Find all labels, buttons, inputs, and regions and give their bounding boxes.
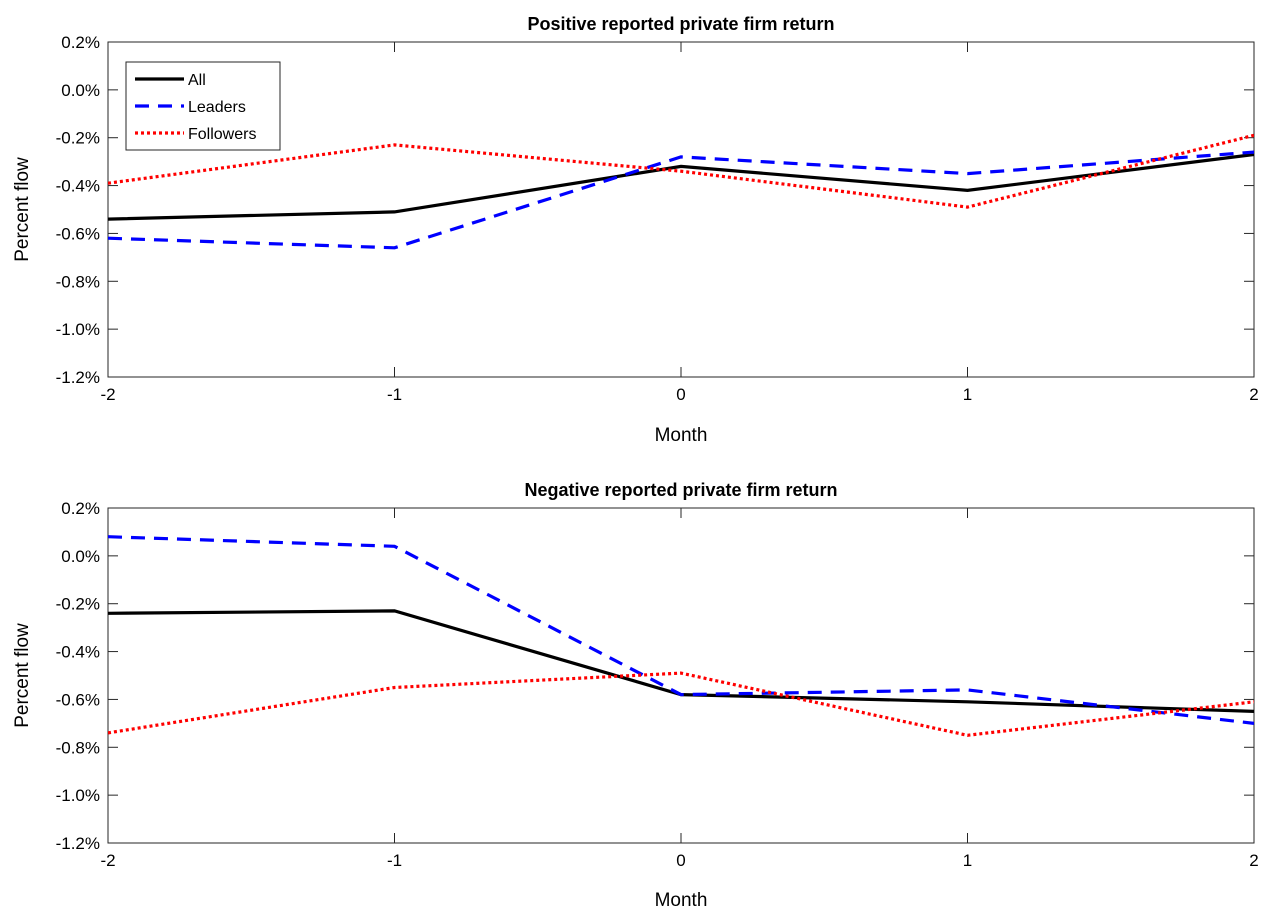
y-tick-label: -0.6% [56, 224, 100, 243]
chart-title: Positive reported private firm return [527, 14, 834, 34]
y-tick-label: 0.2% [61, 499, 100, 518]
legend [125, 61, 281, 151]
legend-label-followers: Followers [188, 126, 256, 143]
series-line-followers [108, 133, 1254, 209]
x-tick-label: 2 [1249, 851, 1258, 870]
x-tick-label: -2 [100, 385, 115, 404]
y-tick-label: 0.0% [61, 81, 100, 100]
y-tick-label: 0.2% [61, 33, 100, 52]
y-tick-label: -0.4% [56, 177, 100, 196]
x-tick-label: 1 [963, 385, 972, 404]
y-axis-label: Percent flow [12, 623, 33, 728]
y-axis-label: Percent flow [12, 157, 33, 262]
x-tick-label: 0 [676, 385, 685, 404]
y-tick-label: -0.8% [56, 272, 100, 291]
x-axis-label: Month [655, 425, 708, 446]
x-tick-label: -1 [387, 385, 402, 404]
x-tick-label: 1 [963, 851, 972, 870]
y-tick-label: -0.8% [56, 738, 100, 757]
y-tick-label: -1.0% [56, 320, 100, 339]
legend-label-all: All [188, 72, 206, 89]
y-tick-label: -1.2% [56, 368, 100, 387]
y-tick-label: -0.2% [56, 595, 100, 614]
y-tick-label: -1.2% [56, 834, 100, 853]
y-tick-label: -1.0% [56, 786, 100, 805]
x-tick-label: 0 [676, 851, 685, 870]
y-tick-label: -0.6% [56, 690, 100, 709]
series-line-series-2 [108, 535, 1254, 725]
plot-area [107, 507, 1255, 844]
series-line-all [108, 152, 1254, 221]
series-line-series-3 [108, 671, 1254, 737]
x-tick-label: 2 [1249, 385, 1258, 404]
series-line-leaders [108, 150, 1254, 250]
chart-title: Negative reported private firm return [524, 480, 837, 500]
y-tick-label: 0.0% [61, 547, 100, 566]
x-tick-label: -2 [100, 851, 115, 870]
chart-positive-return: 0.2% 0.0% -0.2% -0.4% -0.6% -0.8% -1.0% -1.2%-2… [12, 14, 1259, 446]
x-axis-label: Month [655, 890, 708, 911]
y-tick-label: -0.2% [56, 129, 100, 148]
y-tick-label: -0.4% [56, 643, 100, 662]
legend-label-leaders: Leaders [188, 99, 246, 116]
chart-negative-return: 0.2% 0.0% -0.2% -0.4% -0.6% -0.8% -1.0% -1.2%-2… [12, 480, 1259, 911]
plot-area [107, 41, 1255, 378]
x-tick-label: -1 [387, 851, 402, 870]
